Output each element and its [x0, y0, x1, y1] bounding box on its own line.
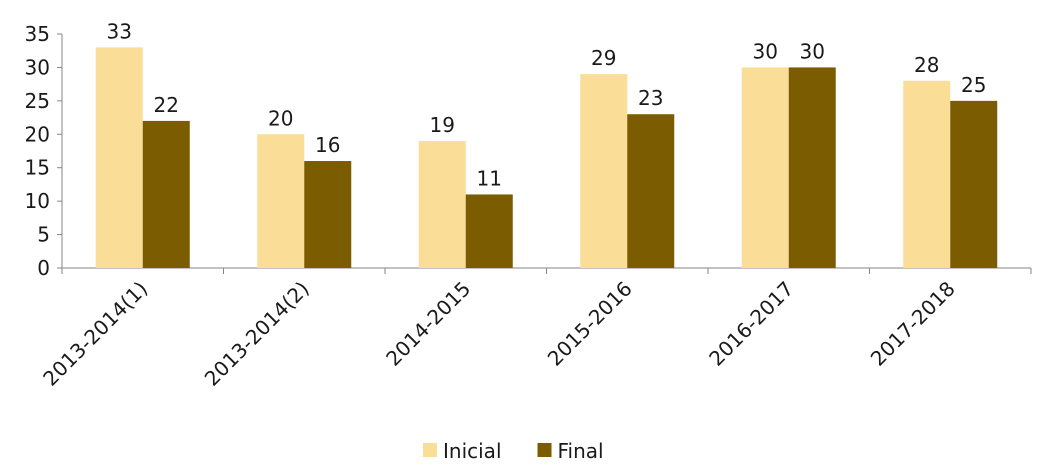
data-label-final: 23: [638, 86, 663, 110]
data-label-inicial: 29: [591, 46, 616, 70]
bar-inicial: [580, 74, 628, 268]
x-tick-label: 2016-2017: [704, 277, 798, 371]
y-tick-label: 10: [25, 189, 50, 213]
bar-final: [627, 114, 675, 268]
data-label-final: 30: [800, 39, 825, 63]
bar-final: [788, 67, 836, 268]
data-label-final: 11: [477, 166, 502, 190]
y-tick-label: 0: [37, 256, 50, 280]
data-label-inicial: 20: [268, 106, 293, 130]
legend-label-final: Final: [558, 439, 604, 463]
data-label-inicial: 33: [107, 19, 132, 43]
legend-label-inicial: Inicial: [443, 439, 502, 463]
data-labels: 33 22 20 16 19 11 29 23 30 30 28 25: [107, 19, 987, 190]
x-tick-label: 2013-2014(1): [38, 277, 152, 391]
bar-inicial: [418, 140, 466, 268]
bar-inicial: [95, 47, 143, 268]
y-tick-label: 20: [25, 122, 50, 146]
x-tick-label: 2014-2015: [381, 277, 475, 371]
legend-swatch-inicial: [423, 443, 437, 457]
y-tick-label: 15: [25, 156, 50, 180]
bar-final: [304, 161, 352, 268]
data-label-final: 25: [961, 73, 986, 97]
data-label-final: 16: [315, 133, 340, 157]
data-label-inicial: 28: [914, 53, 939, 77]
bar-inicial: [903, 80, 951, 268]
x-axis: 2013-2014(1) 2013-2014(2) 2014-2015 2015-20…: [38, 267, 1032, 391]
bar-inicial: [741, 67, 789, 268]
data-label-inicial: 19: [430, 113, 455, 137]
y-axis: 0 5 10 15 20 25 30 35: [25, 22, 63, 280]
y-tick-label: 30: [25, 55, 50, 79]
x-tick-label: 2015-2016: [543, 277, 637, 371]
data-label-final: 22: [154, 93, 179, 117]
bar-final: [950, 100, 998, 268]
x-tick-label: 2017-2018: [866, 277, 960, 371]
y-tick-label: 5: [37, 223, 50, 247]
bar-final: [142, 120, 190, 269]
bars: [95, 47, 998, 269]
y-tick-label: 25: [25, 89, 50, 113]
legend-swatch-final: [537, 443, 552, 457]
bar-final: [465, 194, 513, 268]
data-label-inicial: 30: [753, 39, 778, 63]
y-tick-label: 35: [25, 22, 50, 46]
bar-inicial: [257, 134, 305, 268]
x-tick-label: 2013-2014(2): [200, 277, 314, 391]
legend: Inicial Final: [423, 439, 604, 463]
